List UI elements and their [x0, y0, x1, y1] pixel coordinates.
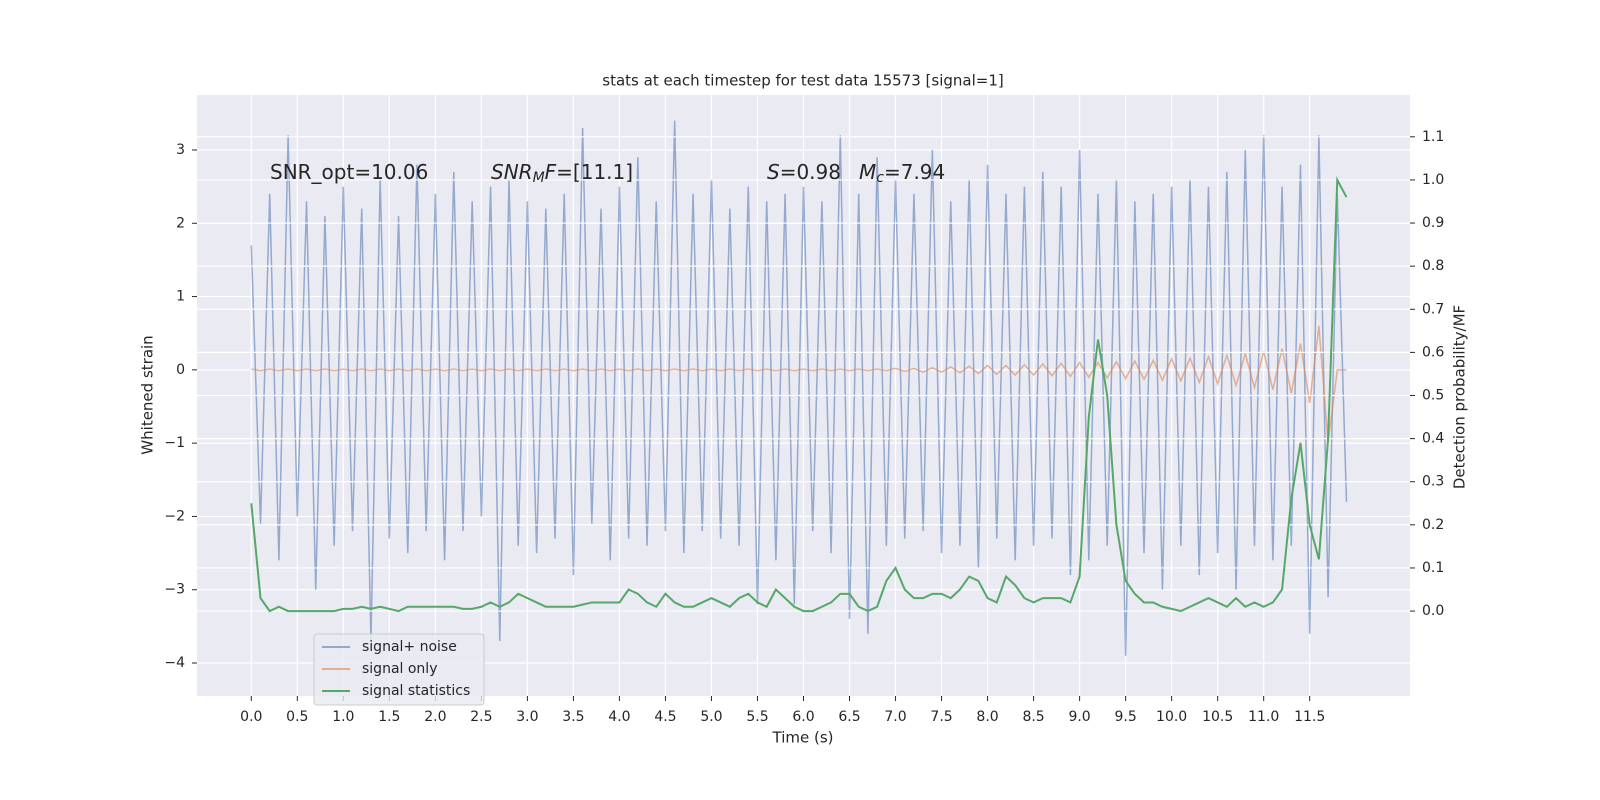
x-tick-label: 7.0 [884, 709, 906, 725]
x-tick-label: 5.5 [746, 709, 768, 725]
y2-tick-label: 0.9 [1422, 215, 1444, 231]
legend-label: signal only [362, 661, 437, 677]
y-tick-label: 2 [176, 215, 185, 231]
x-tick-label: 0.0 [240, 709, 262, 725]
x-tick-label: 9.0 [1068, 709, 1090, 725]
annotation-part: SNR_opt=10.06 [270, 160, 428, 184]
x-tick-label: 11.0 [1248, 709, 1279, 725]
y-axis-label: Whitened strain [139, 335, 157, 454]
x-tick-label: 4.5 [654, 709, 676, 725]
annotation-part: c [876, 170, 884, 186]
y2-tick-label: 0.1 [1422, 560, 1444, 576]
annotation-part: M [533, 170, 545, 186]
x-tick-label: 2.5 [470, 709, 492, 725]
x-tick-label: 5.0 [700, 709, 722, 725]
y-tick-label: 0 [176, 362, 185, 378]
x-tick-label: 3.0 [516, 709, 538, 725]
x-tick-label: 9.5 [1114, 709, 1136, 725]
y2-tick-label: 0.0 [1422, 603, 1444, 619]
y-tick-label: −2 [164, 508, 185, 524]
annotation: SNRMF=[11.1] [491, 160, 633, 187]
x-axis-label: Time (s) [772, 729, 834, 747]
x-tick-label: 6.5 [838, 709, 860, 725]
x-tick-label: 8.5 [1022, 709, 1044, 725]
y2-tick-label: 0.5 [1422, 388, 1444, 404]
legend-label: signal+ noise [362, 639, 457, 655]
y2-tick-label: 1.0 [1422, 172, 1444, 188]
y-tick-label: −1 [164, 435, 185, 451]
x-tick-label: 6.0 [792, 709, 814, 725]
x-tick-label: 1.0 [332, 709, 354, 725]
y2-tick-label: 0.8 [1422, 258, 1444, 274]
data-line [250, 176, 1348, 613]
y2-tick-label: 0.4 [1422, 431, 1444, 447]
annotation-part: S [767, 160, 780, 184]
x-tick-label: 3.5 [562, 709, 584, 725]
annotation-part: =0.98 [780, 160, 841, 184]
legend-box [313, 633, 485, 706]
x-tick-label: 10.5 [1202, 709, 1233, 725]
y2-tick-label: 0.6 [1422, 344, 1444, 360]
x-tick-label: 1.5 [378, 709, 400, 725]
y-tick-label: 3 [176, 142, 185, 158]
y2-tick-label: 0.2 [1422, 517, 1444, 533]
annotations: SNR_opt=10.06 SNRMF=[11.1] S=0.98 Mc=7.94 [270, 160, 945, 187]
legend-label: signal statistics [362, 683, 470, 699]
y2-tick-label: 0.7 [1422, 301, 1444, 317]
annotation-part: F [545, 160, 557, 184]
ticks: 0.0 0.5 1.0 1.5 2.0 2.5 3.0 3.5 4.0 4.5 5.0 5.5 6.0 6… [164, 129, 1444, 725]
annotation-part: =7.94 [884, 160, 945, 184]
annotation-part: =[11.1] [556, 160, 633, 184]
annotation-part: M [859, 160, 876, 184]
x-tick-label: 11.5 [1294, 709, 1325, 725]
annotation: Mc=7.94 [859, 160, 945, 187]
x-tick-label: 2.0 [424, 709, 446, 725]
x-tick-label: 10.0 [1156, 709, 1187, 725]
chart-title: stats at each timestep for test data 155… [602, 72, 1003, 90]
x-tick-label: 0.5 [286, 709, 308, 725]
data-line [251, 325, 1347, 444]
x-tick-label: 8.0 [976, 709, 998, 725]
grid [197, 136, 1410, 612]
y-tick-label: 1 [176, 289, 185, 305]
y2-tick-label: 0.3 [1422, 474, 1444, 490]
y2-tick-label: 1.1 [1422, 129, 1444, 145]
y2-axis-label: Detection probability/MF [1451, 305, 1469, 489]
x-tick-label: 4.0 [608, 709, 630, 725]
y-tick-label: −3 [164, 582, 185, 598]
annotation-part: SNR [491, 160, 533, 184]
annotation: SNR_opt=10.06 [270, 160, 428, 184]
y-tick-label: −4 [164, 655, 185, 671]
series [250, 176, 1348, 613]
x-tick-label: 7.5 [930, 709, 952, 725]
annotation: S=0.98 [767, 160, 841, 184]
legend: signal+ noise signal only signal statistic… [313, 633, 485, 706]
